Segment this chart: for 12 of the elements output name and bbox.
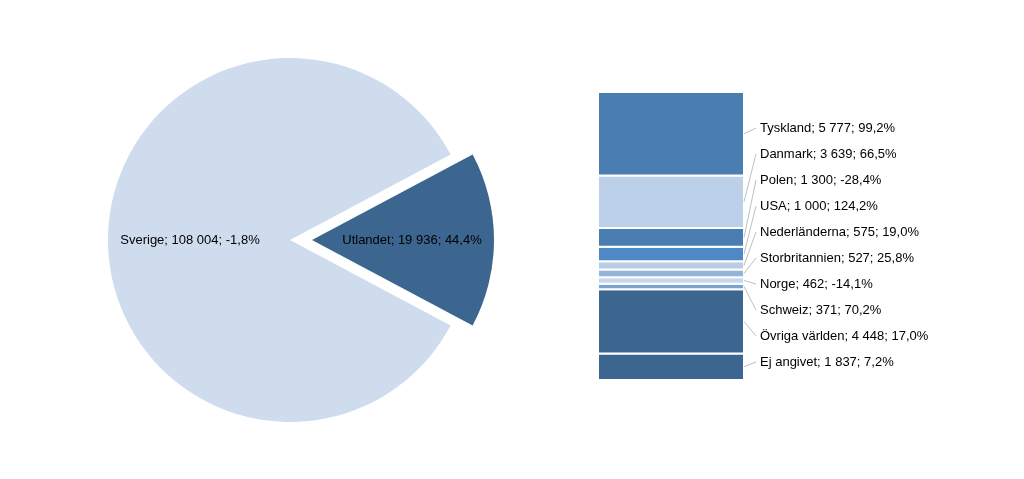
data-label: Övriga världen; 4 448; 17,0%: [760, 328, 929, 343]
data-label: Nederländerna; 575; 19,0%: [760, 224, 920, 239]
data-label: Polen; 1 300; -28,4%: [760, 172, 882, 187]
data-label: Norge; 462; -14,1%: [760, 276, 874, 291]
data-label: Ej angivet; 1 837; 7,2%: [760, 354, 895, 369]
data-label: Tyskland; 5 777; 99,2%: [760, 120, 896, 135]
slice-label: Utlandet; 19 936; 44,4%: [342, 232, 483, 247]
data-label: Storbritannien; 527; 25,8%: [760, 250, 915, 265]
data-label: Schweiz; 371; 70,2%: [760, 302, 882, 317]
data-label: Danmark; 3 639; 66,5%: [760, 146, 898, 161]
data-label: USA; 1 000; 124,2%: [760, 198, 879, 213]
slice-label: Sverige; 108 004; -1,8%: [120, 232, 261, 247]
